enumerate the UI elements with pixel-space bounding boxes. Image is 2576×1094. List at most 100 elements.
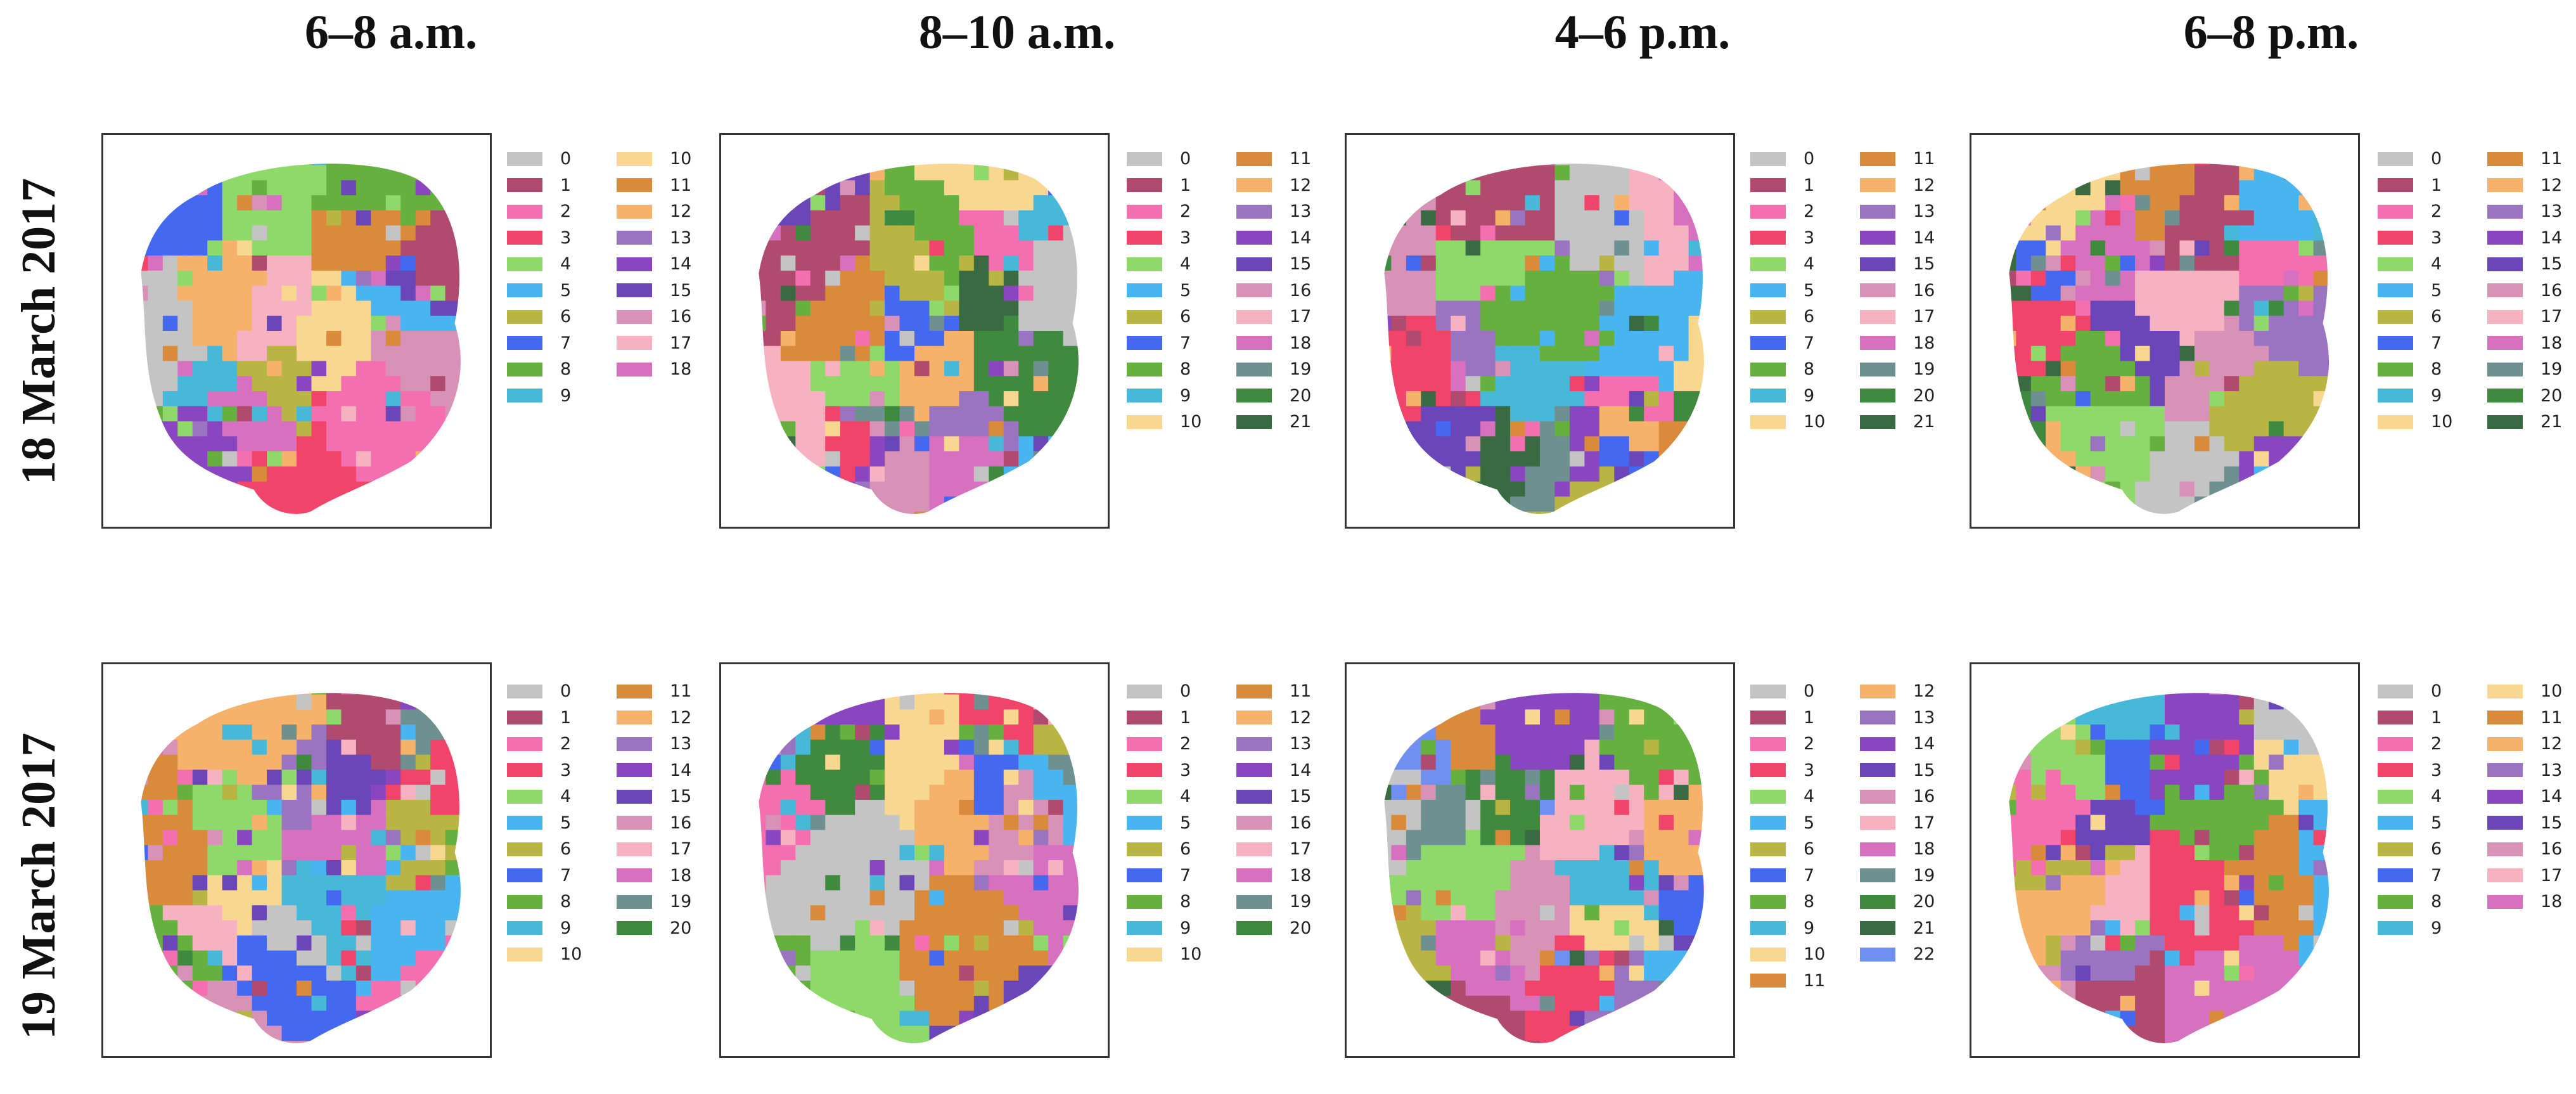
legend-item: 22 xyxy=(1860,941,1935,968)
legend-swatch xyxy=(1860,816,1895,830)
legend-label: 16 xyxy=(670,813,692,833)
legend-label: 2 xyxy=(1180,734,1191,754)
legend-item: 17 xyxy=(617,330,691,357)
legend-swatch xyxy=(2378,684,2413,698)
legend-swatch xyxy=(1750,204,1786,219)
legend-item: 15 xyxy=(1236,783,1311,810)
legend-label: 6 xyxy=(1804,307,1815,327)
legend-label: 8 xyxy=(560,359,572,380)
legend-label: 11 xyxy=(670,175,692,195)
legend-label: 4 xyxy=(1804,787,1815,807)
legend-label: 19 xyxy=(1913,865,1935,885)
legend-label: 5 xyxy=(1180,813,1191,833)
legend-label: 17 xyxy=(1913,307,1935,327)
district-map xyxy=(141,693,461,1043)
legend-label: 20 xyxy=(1913,385,1935,406)
map-legend: 0 1 2 3 4 5 6 7 8 9 10 11 12 13 14 15 16 17 18 xyxy=(507,146,697,526)
legend-item: 3 xyxy=(1127,225,1201,252)
legend-item: 7 xyxy=(507,863,582,889)
legend-item: 6 xyxy=(507,836,582,863)
legend-swatch xyxy=(2487,711,2523,725)
legend-swatch xyxy=(507,947,542,962)
legend-swatch xyxy=(1860,737,1895,751)
legend-label: 7 xyxy=(1180,333,1191,353)
legend-label: 14 xyxy=(2541,228,2563,248)
legend-swatch xyxy=(507,257,542,271)
legend-swatch xyxy=(1860,842,1895,856)
legend-label: 18 xyxy=(2541,892,2563,912)
legend-swatch xyxy=(2378,737,2413,751)
legend-swatch xyxy=(1127,947,1162,962)
legend-item: 2 xyxy=(1127,198,1201,225)
legend-swatch xyxy=(2487,415,2523,429)
legend-swatch xyxy=(507,921,542,936)
column-title-1: 8–10 a.m. xyxy=(918,6,1116,59)
legend-item: 13 xyxy=(2487,757,2562,784)
legend-swatch xyxy=(2487,283,2523,298)
legend-swatch xyxy=(617,204,652,219)
column-title-2: 4–6 p.m. xyxy=(1554,6,1731,59)
legend-label: 17 xyxy=(1913,813,1935,833)
legend-label: 4 xyxy=(1804,254,1815,274)
legend-swatch xyxy=(1860,415,1895,429)
legend-item: 1 xyxy=(507,705,582,731)
legend-swatch xyxy=(2378,178,2413,193)
legend-swatch xyxy=(2378,789,2413,804)
legend-swatch xyxy=(617,231,652,245)
legend-swatch xyxy=(1127,178,1162,193)
legend-swatch xyxy=(1750,947,1786,962)
legend-label: 15 xyxy=(1913,760,1935,780)
legend-item: 15 xyxy=(1860,251,1935,278)
legend-swatch xyxy=(1750,309,1786,324)
legend-item: 18 xyxy=(617,356,691,383)
legend-swatch xyxy=(2487,389,2523,403)
legend-swatch xyxy=(1127,868,1162,883)
legend-label: 7 xyxy=(560,333,572,353)
legend-swatch xyxy=(617,737,652,751)
legend-label: 21 xyxy=(1913,412,1935,432)
legend-label: 4 xyxy=(2431,787,2442,807)
legend-item: 13 xyxy=(1860,198,1935,225)
legend-label: 17 xyxy=(2541,307,2563,327)
legend-item: 9 xyxy=(2378,383,2452,409)
legend-item: 18 xyxy=(617,863,691,889)
legend-item: 20 xyxy=(617,915,691,942)
legend-label: 20 xyxy=(2541,385,2563,406)
legend-item: 19 xyxy=(1236,356,1311,383)
legend-label: 16 xyxy=(1913,787,1935,807)
legend-label: 1 xyxy=(1180,175,1191,195)
legend-swatch xyxy=(2487,737,2523,751)
map-panel xyxy=(1970,662,2360,1058)
legend-label: 9 xyxy=(1180,385,1191,406)
legend-label: 9 xyxy=(1180,918,1191,938)
legend-item: 6 xyxy=(2378,836,2442,863)
legend-item: 17 xyxy=(2487,304,2562,330)
legend-label: 1 xyxy=(1180,707,1191,728)
legend-item: 18 xyxy=(1860,330,1935,357)
legend-item: 6 xyxy=(1750,836,1825,863)
legend-label: 5 xyxy=(2431,280,2442,300)
legend-label: 18 xyxy=(670,865,692,885)
legend-label: 2 xyxy=(2431,202,2442,222)
legend-item: 7 xyxy=(507,330,571,357)
legend-item: 0 xyxy=(1127,678,1201,705)
legend-label: 1 xyxy=(560,175,572,195)
district-mosaic xyxy=(759,164,1079,514)
legend-item: 17 xyxy=(1236,304,1311,330)
legend-swatch xyxy=(2378,309,2413,324)
legend-label: 1 xyxy=(1804,175,1815,195)
legend-label: 0 xyxy=(560,681,572,702)
legend-label: 21 xyxy=(2541,412,2563,432)
legend-item: 16 xyxy=(1860,783,1935,810)
legend-label: 13 xyxy=(2541,760,2563,780)
legend-item: 9 xyxy=(1127,915,1201,942)
district-mosaic xyxy=(2009,164,2329,514)
legend-label: 15 xyxy=(670,787,692,807)
legend-swatch xyxy=(617,362,652,376)
legend-swatch xyxy=(617,842,652,856)
legend-label: 14 xyxy=(1913,734,1935,754)
legend-swatch xyxy=(507,789,542,804)
legend-item: 10 xyxy=(617,146,691,172)
legend-swatch xyxy=(1860,362,1895,376)
legend-item: 1 xyxy=(1127,705,1201,731)
